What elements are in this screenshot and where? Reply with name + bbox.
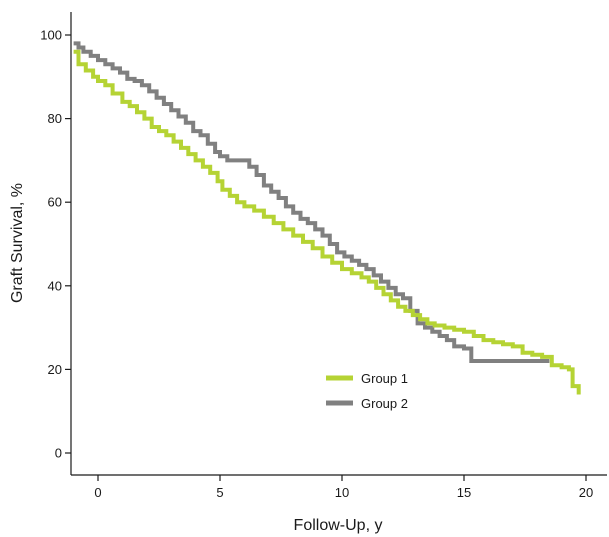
y-tick-label: 0 [55,446,62,461]
legend: Group 1 Group 2 [326,371,408,411]
axes [70,12,607,476]
y-tick-label: 100 [40,28,62,43]
y-tick-label: 60 [48,195,62,210]
x-tick-label: 15 [457,485,471,500]
y-tick-label: 80 [48,111,62,126]
series-line-group-2 [73,41,550,363]
y-tick-label: 20 [48,362,62,377]
series-line-group-1 [73,49,581,395]
x-tick-label: 10 [335,485,349,500]
legend-label-group-2: Group 2 [361,396,408,411]
legend-label-group-1: Group 1 [361,371,408,386]
x-tick-label: 0 [94,485,101,500]
ticks: 0 20 40 60 80 100 0 5 10 15 20 [40,28,593,501]
y-axis-label: Graft Survival, % [9,183,26,303]
x-tick-label: 5 [216,485,223,500]
y-tick-label: 40 [48,278,62,293]
x-tick-label: 20 [579,485,593,500]
x-axis-label: Follow-Up, y [294,517,383,534]
series-layer [73,41,581,395]
